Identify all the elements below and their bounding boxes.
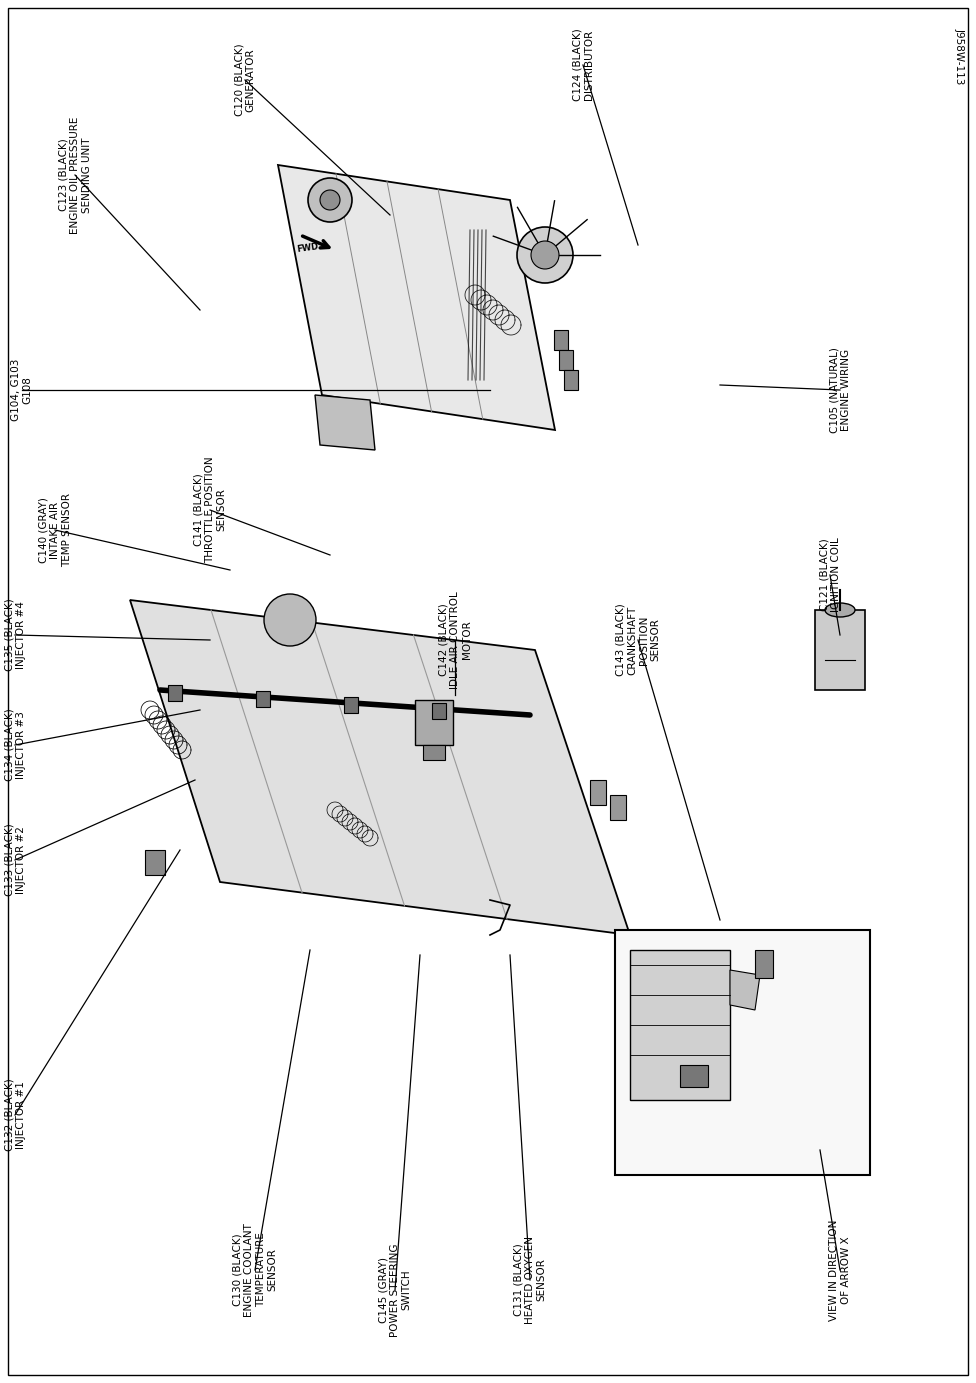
Bar [554, 331, 568, 350]
Bar [432, 703, 446, 719]
Text: C133 (BLACK)
INJECTOR #2: C133 (BLACK) INJECTOR #2 [4, 824, 25, 896]
Circle shape [320, 189, 340, 210]
Text: VIEW IN DIRECTION
OF ARROW X: VIEW IN DIRECTION OF ARROW X [830, 1220, 851, 1321]
Polygon shape [730, 969, 760, 1010]
Ellipse shape [825, 603, 855, 617]
Bar [344, 697, 358, 714]
Bar [423, 745, 445, 761]
Circle shape [308, 178, 352, 223]
Text: J958W-113: J958W-113 [955, 28, 965, 84]
Circle shape [517, 227, 573, 284]
Bar [559, 350, 573, 371]
Text: C124 (BLACK)
DISTRIBUTOR: C124 (BLACK) DISTRIBUTOR [572, 29, 593, 101]
Text: C131 (BLACK)
HEATED OXYGEN
SENSOR: C131 (BLACK) HEATED OXYGEN SENSOR [513, 1236, 547, 1324]
Text: C143 (BLACK)
CRANKSHAFT
POSITION
SENSOR: C143 (BLACK) CRANKSHAFT POSITION SENSOR [616, 603, 661, 676]
Text: C141 (BLACK)
THROTTLE POSITION
SENSOR: C141 (BLACK) THROTTLE POSITION SENSOR [193, 456, 226, 563]
Polygon shape [130, 600, 630, 935]
Text: C135 (BLACK)
INJECTOR #4: C135 (BLACK) INJECTOR #4 [4, 599, 25, 671]
Bar [630, 950, 730, 1099]
Text: C134 (BLACK)
INJECTOR #3: C134 (BLACK) INJECTOR #3 [4, 708, 25, 781]
Bar [590, 780, 606, 805]
Text: C145 (GRAY)
POWER STEERING
SWITCH: C145 (GRAY) POWER STEERING SWITCH [379, 1243, 412, 1337]
Bar [755, 950, 773, 978]
Bar [610, 795, 626, 820]
Circle shape [531, 241, 559, 270]
Bar [680, 1065, 708, 1087]
Bar [615, 929, 870, 1176]
Text: C130 (BLACK)
ENGINE COOLANT
TEMPERATURE
SENSOR: C130 (BLACK) ENGINE COOLANT TEMPERATURE … [232, 1223, 277, 1317]
Bar [256, 692, 270, 707]
Text: C105 (NATURAL)
ENGINE WIRING: C105 (NATURAL) ENGINE WIRING [830, 347, 851, 433]
Bar [168, 685, 182, 701]
Circle shape [264, 595, 316, 646]
Text: C120 (BLACK)
GENERATOR: C120 (BLACK) GENERATOR [234, 44, 256, 116]
Polygon shape [278, 165, 555, 430]
Text: FWD: FWD [297, 242, 319, 254]
Text: C121 (BLACK)
IGNITION COIL: C121 (BLACK) IGNITION COIL [819, 538, 840, 613]
Bar [145, 851, 165, 875]
Text: C140 (GRAY)
INTAKE AIR
TEMP SENSOR: C140 (GRAY) INTAKE AIR TEMP SENSOR [38, 492, 71, 567]
Text: C123 (BLACK)
ENGINE OIL PRESSURE
SENDING UNIT: C123 (BLACK) ENGINE OIL PRESSURE SENDING… [59, 116, 92, 234]
Text: C132 (BLACK)
INJECTOR #1: C132 (BLACK) INJECTOR #1 [4, 1079, 25, 1152]
Bar [564, 371, 578, 390]
Text: G104, G103
G108: G104, G103 G108 [11, 358, 33, 422]
Bar [815, 610, 865, 690]
Polygon shape [315, 396, 375, 449]
Bar [415, 700, 453, 745]
Text: C142 (BLACK)
IDLE AIR CONTROL
MOTOR: C142 (BLACK) IDLE AIR CONTROL MOTOR [438, 591, 471, 689]
